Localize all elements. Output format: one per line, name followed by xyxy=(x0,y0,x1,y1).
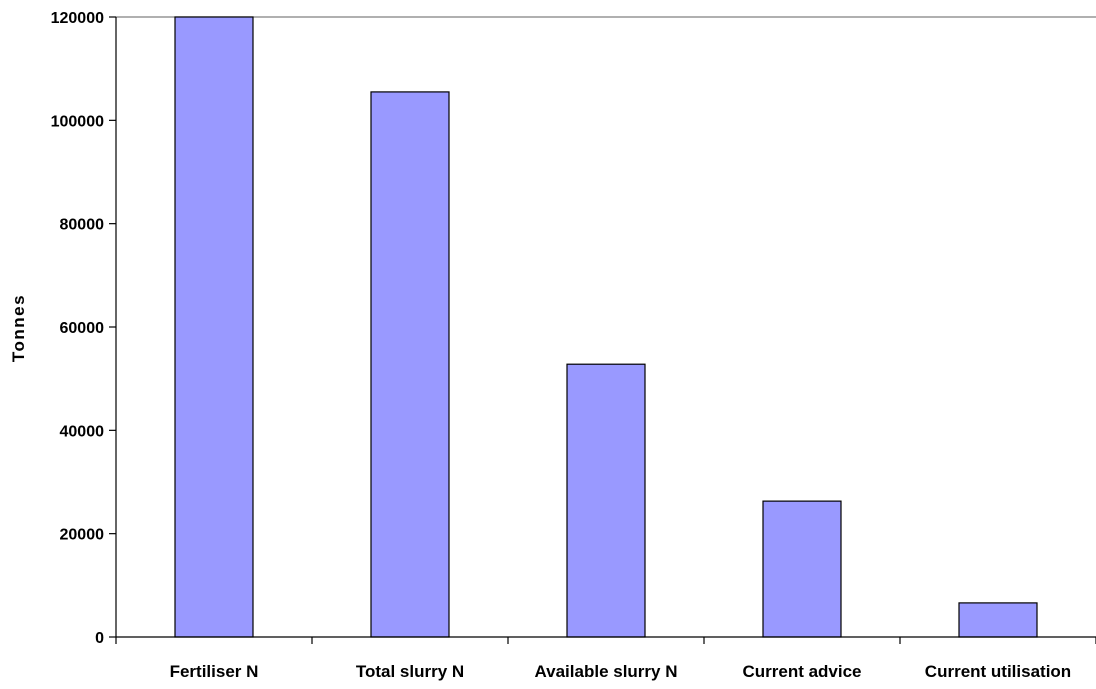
y-axis-label: Tonnes xyxy=(9,294,28,362)
x-tick-label-2: Total slurry N xyxy=(356,662,464,681)
y-tick-label-0: 0 xyxy=(95,630,104,647)
y-tick-label-4: 80000 xyxy=(60,217,105,234)
bar-4 xyxy=(762,500,842,638)
bar-2 xyxy=(370,91,450,638)
x-tick-label-5: Current utilisation xyxy=(925,662,1071,681)
x-tick-label-3: Available slurry N xyxy=(535,662,678,681)
y-tick-label-3: 60000 xyxy=(60,320,105,337)
y-tick-label-2: 40000 xyxy=(60,423,105,440)
x-tick-label-4: Current advice xyxy=(742,662,861,681)
y-tick-label-1: 20000 xyxy=(60,527,105,544)
bar-1 xyxy=(174,16,254,638)
y-tick-label-5: 100000 xyxy=(51,113,104,130)
x-tick-label-1: Fertiliser N xyxy=(170,662,259,681)
y-tick-label-6: 120000 xyxy=(51,10,104,27)
bar-5 xyxy=(958,602,1038,638)
bar-3 xyxy=(566,363,646,638)
